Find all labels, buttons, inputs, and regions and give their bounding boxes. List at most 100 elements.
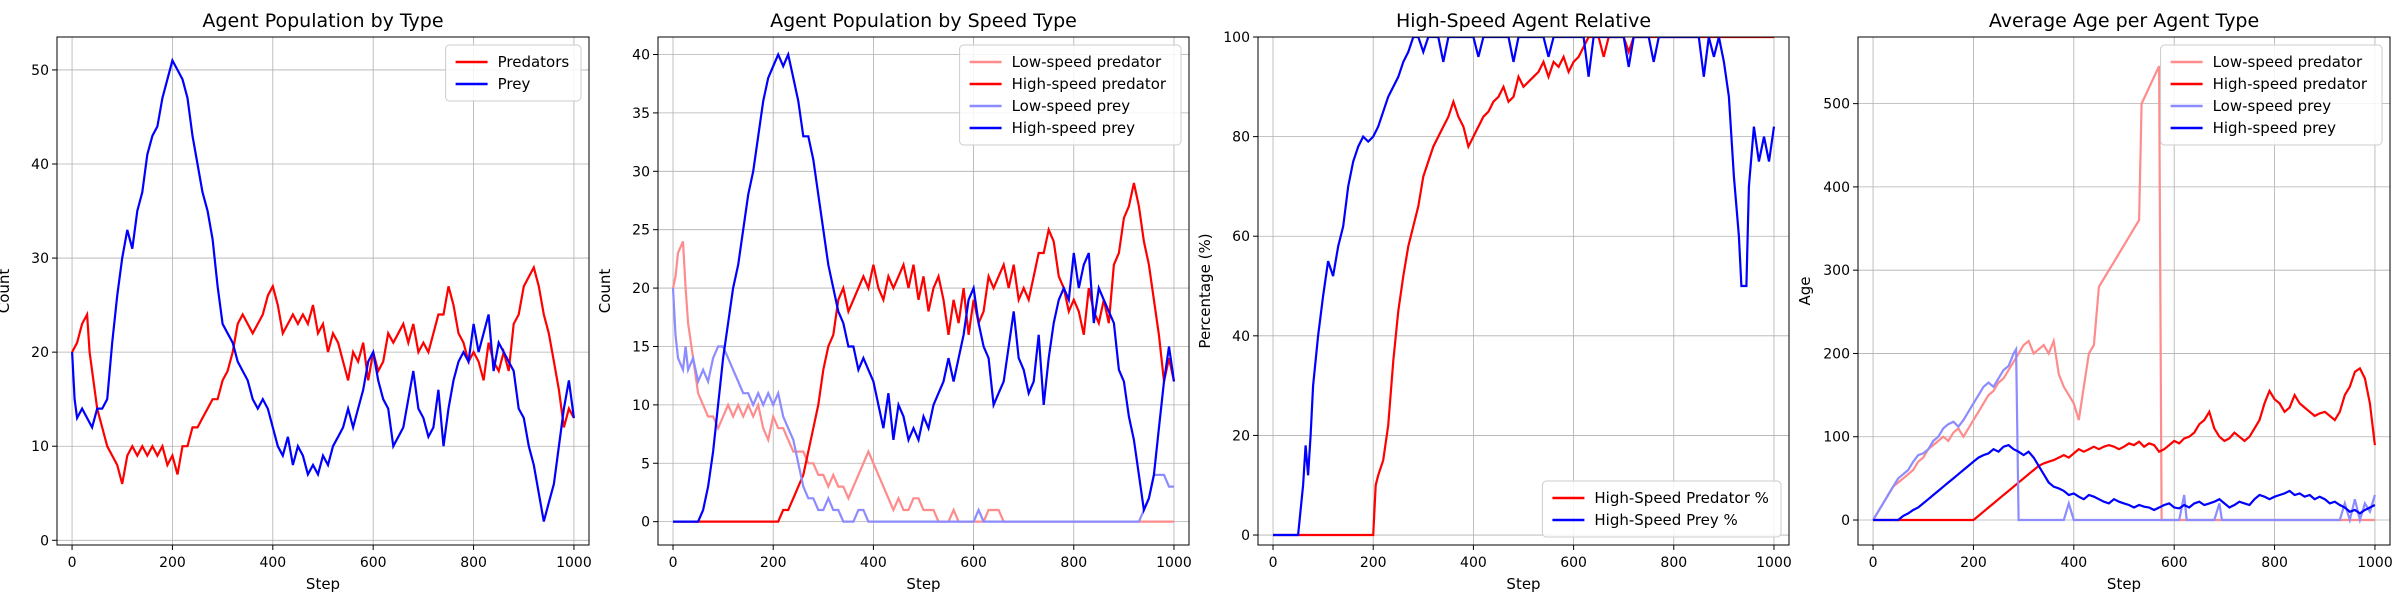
legend-box bbox=[959, 44, 1182, 146]
chart-title: Agent Population by Type bbox=[202, 10, 443, 32]
legend-label: High-speed prey bbox=[2213, 119, 2337, 137]
x-tick-label: 600 bbox=[360, 555, 387, 571]
legend-label: Low-speed predator bbox=[1012, 53, 1162, 71]
y-tick-label: 40 bbox=[632, 48, 650, 64]
x-tick-label: 800 bbox=[2261, 555, 2288, 571]
y-tick-label: 10 bbox=[31, 439, 49, 455]
series-line-4 bbox=[1873, 443, 2376, 522]
y-tick-label: 30 bbox=[31, 251, 49, 267]
x-tick-label: 0 bbox=[1869, 555, 1878, 571]
legend: Predators Prey bbox=[445, 44, 582, 102]
series-line-4 bbox=[673, 50, 1176, 523]
x-tick-label: 200 bbox=[1960, 555, 1987, 571]
x-tick-label: 800 bbox=[1660, 555, 1687, 571]
y-tick-label: 15 bbox=[632, 339, 650, 355]
axes-frame bbox=[1257, 36, 1790, 546]
x-tick-label: 0 bbox=[669, 555, 678, 571]
chart-title: Agent Population by Speed Type bbox=[770, 10, 1077, 32]
series-line-2 bbox=[673, 182, 1176, 523]
x-tick-label: 0 bbox=[1269, 555, 1278, 571]
chart-title: High-Speed Agent Relative bbox=[1396, 10, 1651, 32]
x-tick-label: 1000 bbox=[556, 555, 592, 571]
y-tick-label: 30 bbox=[632, 164, 650, 180]
x-tick-label: 800 bbox=[460, 555, 487, 571]
legend-label: High-Speed Predator % bbox=[1594, 489, 1769, 507]
chart-panel-1: 0 200 400 600 800 1000 0 10 20 30 40 50 Agent Popula… bbox=[0, 10, 592, 593]
y-tick-label: 300 bbox=[1823, 263, 1850, 279]
axes-frame bbox=[1857, 36, 2391, 546]
plot-area bbox=[1258, 37, 1789, 545]
x-tick-label: 400 bbox=[259, 555, 286, 571]
y-axis-label: Age bbox=[1796, 276, 1814, 305]
legend-label: High-Speed Prey % bbox=[1594, 511, 1737, 529]
y-tick-label: 200 bbox=[1823, 346, 1850, 362]
x-tick-label: 600 bbox=[2161, 555, 2188, 571]
y-tick-label: 5 bbox=[641, 456, 650, 472]
y-axis-label: Percentage (%) bbox=[1196, 233, 1214, 348]
x-axis-label: Step bbox=[906, 575, 940, 593]
legend-box bbox=[2160, 44, 2383, 146]
chart-panel-3: 0 200 400 600 800 1000 0 20 40 60 80 100 High-Speed … bbox=[1196, 10, 1792, 593]
series-line-3 bbox=[1872, 345, 2376, 525]
y-tick-label: 80 bbox=[1232, 130, 1250, 146]
y-tick-label: 100 bbox=[1223, 30, 1250, 46]
y-axis-label: Count bbox=[0, 269, 13, 314]
y-tick-label: 20 bbox=[1232, 428, 1250, 444]
y-tick-label: 0 bbox=[1841, 513, 1850, 529]
y-tick-label: 400 bbox=[1823, 180, 1850, 196]
chart-title: Average Age per Agent Type bbox=[1989, 10, 2259, 32]
y-tick-label: 25 bbox=[632, 223, 650, 239]
y-tick-label: 500 bbox=[1823, 97, 1850, 113]
x-tick-label: 600 bbox=[960, 555, 987, 571]
x-tick-label: 200 bbox=[159, 555, 186, 571]
y-tick-label: 100 bbox=[1823, 430, 1850, 446]
y-tick-label: 0 bbox=[641, 515, 650, 531]
axes-frame bbox=[56, 36, 590, 546]
legend-box bbox=[445, 44, 582, 102]
x-tick-label: 800 bbox=[1060, 555, 1087, 571]
legend-label: High-speed predator bbox=[1012, 75, 1167, 93]
x-tick-label: 400 bbox=[2060, 555, 2087, 571]
y-tick-label: 40 bbox=[31, 157, 49, 173]
y-axis-label: Count bbox=[596, 269, 614, 314]
series-line-2 bbox=[71, 57, 575, 522]
series-line-2 bbox=[1873, 366, 2376, 522]
x-tick-label: 400 bbox=[1460, 555, 1487, 571]
legend-label: High-speed prey bbox=[1012, 119, 1136, 137]
y-tick-label: 10 bbox=[632, 398, 650, 414]
legend: Low-speed predator High-speed predator Low… bbox=[2160, 44, 2383, 146]
x-axis-label: Step bbox=[1506, 575, 1540, 593]
y-tick-label: 40 bbox=[1232, 329, 1250, 345]
y-tick-label: 20 bbox=[31, 345, 49, 361]
x-tick-label: 1000 bbox=[2357, 555, 2393, 571]
series-line-1 bbox=[71, 264, 575, 485]
y-tick-label: 20 bbox=[632, 281, 650, 297]
plot-area bbox=[57, 37, 589, 545]
axes-frame bbox=[657, 36, 1190, 546]
legend-label: Predators bbox=[498, 53, 570, 71]
chart-panel-4: 0 200 400 600 800 1000 0 100 200 300 400 500 Average… bbox=[1796, 10, 2393, 593]
legend-label: Low-speed predator bbox=[2213, 53, 2363, 71]
x-axis-label: Step bbox=[2107, 575, 2141, 593]
x-tick-label: 200 bbox=[1360, 555, 1387, 571]
legend: Low-speed predator High-speed predator Low… bbox=[959, 44, 1182, 146]
y-tick-label: 60 bbox=[1232, 229, 1250, 245]
x-tick-label: 1000 bbox=[1756, 555, 1792, 571]
x-tick-label: 600 bbox=[1560, 555, 1587, 571]
series-line-3 bbox=[671, 288, 1174, 523]
legend: High-Speed Predator % High-Speed Prey % bbox=[1541, 480, 1782, 538]
x-axis-label: Step bbox=[306, 575, 340, 593]
chart-panel-2: 0 200 400 600 800 1000 0 5 10 15 20 25 30 35 40 Agent P… bbox=[596, 10, 1192, 593]
x-tick-label: 200 bbox=[760, 555, 787, 571]
legend-label: High-speed predator bbox=[2213, 75, 2368, 93]
legend-label: Low-speed prey bbox=[1012, 97, 1131, 115]
x-tick-label: 400 bbox=[860, 555, 887, 571]
y-tick-label: 0 bbox=[40, 533, 49, 549]
legend-label: Low-speed prey bbox=[2213, 97, 2332, 115]
y-tick-label: 35 bbox=[632, 106, 650, 122]
x-tick-label: 1000 bbox=[1156, 555, 1192, 571]
y-tick-label: 50 bbox=[31, 63, 49, 79]
x-tick-label: 0 bbox=[68, 555, 77, 571]
y-tick-label: 0 bbox=[1241, 528, 1250, 544]
legend-box bbox=[1541, 480, 1782, 538]
